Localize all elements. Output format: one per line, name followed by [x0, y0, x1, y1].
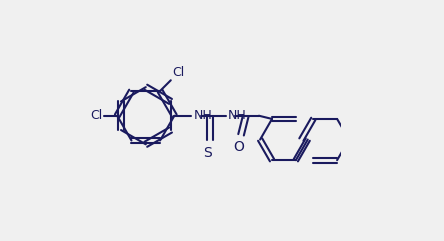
Text: Cl: Cl: [172, 66, 184, 79]
Text: NH: NH: [228, 109, 247, 122]
Text: Cl: Cl: [91, 109, 103, 122]
Text: O: O: [233, 140, 244, 154]
Text: S: S: [203, 146, 212, 160]
Text: NH: NH: [194, 109, 212, 122]
